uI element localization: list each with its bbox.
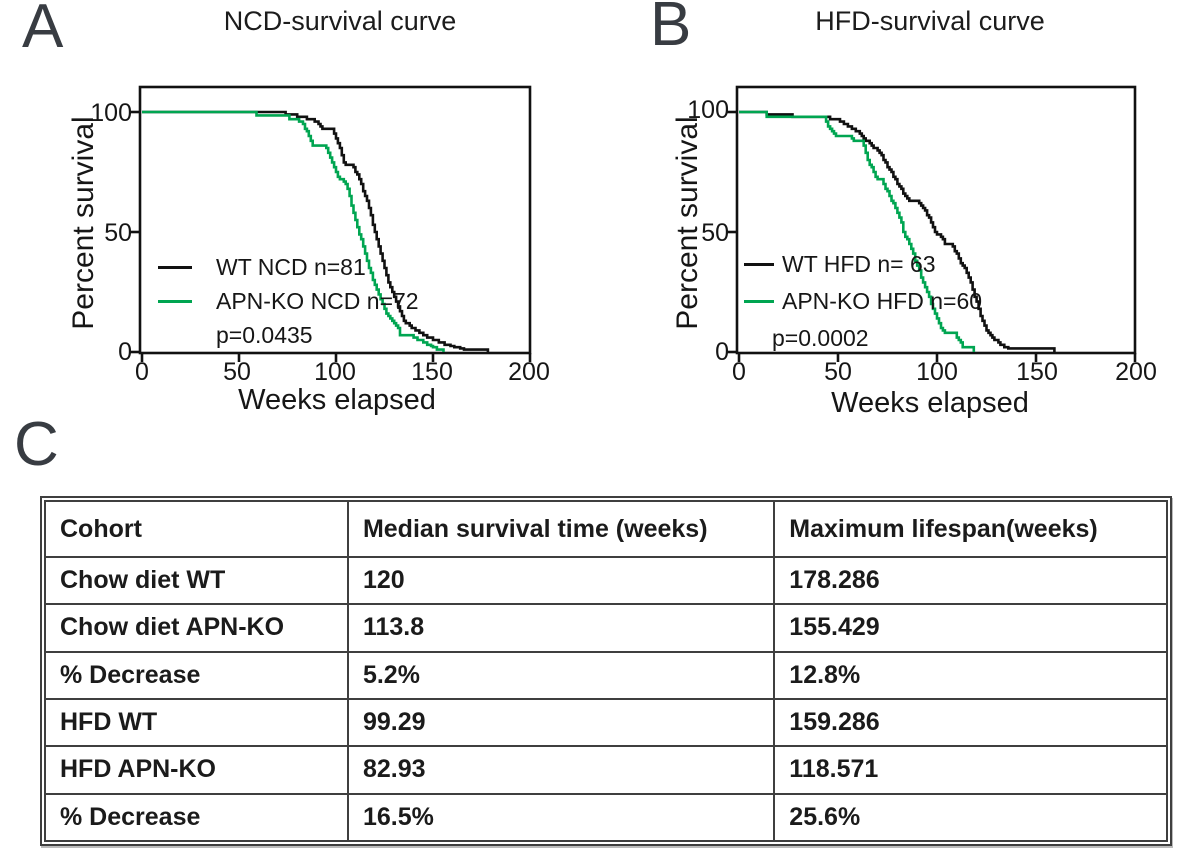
table-cell: 118.571	[773, 745, 1168, 795]
wt-line-swatch-icon	[158, 265, 192, 269]
legend-item-wt-ncd: WT NCD n=81	[158, 254, 366, 280]
y-tick-label: 0	[715, 338, 729, 366]
table-cell: 16.5%	[346, 792, 776, 843]
legend-label: APN-KO HFD n=60	[782, 287, 983, 314]
x-axis-label-a: Weeks elapsed	[238, 384, 436, 416]
table-row: HFD APN-KO 82.93 118.571	[44, 745, 1168, 795]
table-row: % Decrease 5.2% 12.8%	[44, 650, 1168, 700]
table-cell: 12.8%	[773, 650, 1168, 700]
ko-line-swatch-icon	[744, 299, 774, 303]
table-cell: 5.2%	[346, 650, 776, 700]
legend-label: APN-KO NCD n=72	[216, 287, 419, 314]
table-header-maximum: Maximum lifespan(weeks)	[773, 500, 1168, 558]
legend-label: WT NCD n=81	[216, 253, 366, 280]
x-tick-label: 200	[1115, 358, 1157, 386]
y-tick-label: 0	[118, 338, 132, 366]
legend-item-ko-ncd: APN-KO NCD n=72	[158, 288, 419, 314]
table-cell: 155.429	[773, 603, 1168, 653]
table-row: Chow diet WT 120 178.286	[44, 555, 1168, 606]
table-header-median: Median survival time (weeks)	[346, 500, 776, 558]
x-tick-label: 100	[314, 358, 356, 386]
table-cell: 120	[346, 555, 776, 606]
legend-label: WT HFD n= 63	[782, 250, 936, 277]
table-cell: 99.29	[346, 697, 776, 748]
table-header-row: Cohort Median survival time (weeks) Maxi…	[44, 500, 1168, 558]
x-tick-label: 150	[411, 358, 453, 386]
table-cell: 178.286	[773, 555, 1168, 606]
table-cell: 159.286	[773, 697, 1168, 748]
y-tick-label: 100	[90, 99, 132, 127]
survival-table: Cohort Median survival time (weeks) Maxi…	[44, 500, 1168, 843]
x-tick-label: 50	[824, 358, 852, 386]
table-row: HFD WT 99.29 159.286	[44, 697, 1168, 748]
table-cell: % Decrease	[44, 650, 349, 700]
x-tick-label: 0	[135, 358, 149, 386]
x-tick-label: 150	[1016, 358, 1058, 386]
chart-title-hfd: HFD-survival curve	[815, 6, 1045, 36]
legend-item-ko-hfd: APN-KO HFD n=60	[744, 288, 982, 314]
x-tick-label: 100	[916, 358, 958, 386]
panel-letter-b: B	[650, 0, 692, 59]
chart-title-ncd: NCD-survival curve	[223, 6, 457, 36]
y-tick-label: 50	[104, 219, 132, 247]
y-tick-label: 50	[701, 219, 729, 247]
table-cell: % Decrease	[44, 792, 349, 843]
wt-line-swatch-icon	[744, 262, 774, 266]
survival-table-container: Cohort Median survival time (weeks) Maxi…	[40, 496, 1172, 846]
table-cell: HFD APN-KO	[44, 745, 349, 795]
table-row: % Decrease 16.5% 25.6%	[44, 792, 1168, 843]
panel-letter-a: A	[22, 0, 64, 61]
x-tick-label: 50	[223, 358, 251, 386]
x-tick-label: 0	[732, 358, 746, 386]
table-cell: Chow diet APN-KO	[44, 603, 349, 653]
table-cell: 25.6%	[773, 792, 1168, 843]
table-cell: HFD WT	[44, 697, 349, 748]
p-value-a: p=0.0435	[216, 322, 313, 348]
ko-line-swatch-icon	[158, 299, 192, 303]
table-cell: 82.93	[346, 745, 776, 795]
p-value-b: p=0.0002	[772, 325, 869, 351]
x-axis-label-b: Weeks elapsed	[831, 387, 1029, 419]
table-cell: 113.8	[346, 603, 776, 653]
table-row: Chow diet APN-KO 113.8 155.429	[44, 603, 1168, 653]
y-tick-label: 100	[687, 96, 729, 124]
table-header-cohort: Cohort	[44, 500, 349, 558]
legend-item-wt-hfd: WT HFD n= 63	[744, 251, 936, 277]
table-cell: Chow diet WT	[44, 555, 349, 606]
panel-letter-c: C	[14, 410, 59, 479]
x-tick-label: 200	[508, 358, 550, 386]
